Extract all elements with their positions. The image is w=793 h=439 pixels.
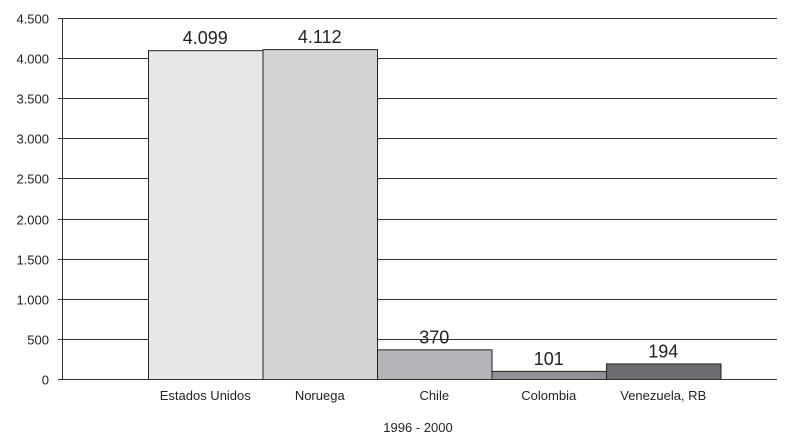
y-tick-label: 2.000 — [16, 213, 49, 228]
axes — [58, 18, 777, 380]
y-tick-label: 4.500 — [16, 12, 49, 27]
y-tick-label: 1.500 — [16, 253, 49, 268]
bar — [491, 370, 607, 380]
bars — [148, 49, 722, 381]
category-label: Estados Unidos — [160, 388, 252, 403]
bar — [377, 349, 493, 381]
bar — [262, 49, 378, 380]
y-tick-label: 2.500 — [16, 172, 49, 187]
data-label: 101 — [534, 349, 564, 369]
bar — [606, 363, 722, 381]
y-tick-label: 3.000 — [16, 132, 49, 147]
data-label: 4.099 — [183, 28, 228, 48]
category-label: Noruega — [295, 388, 346, 403]
category-label: Colombia — [521, 388, 577, 403]
y-tick-label: 4.000 — [16, 52, 49, 67]
data-label: 370 — [419, 327, 449, 347]
data-label: 194 — [648, 341, 678, 361]
data-label: 4.112 — [298, 27, 342, 47]
category-label: Venezuela, RB — [620, 388, 706, 403]
y-tick-label: 0 — [42, 373, 49, 388]
y-tick-label: 500 — [27, 333, 49, 348]
y-tick-label: 3.500 — [16, 92, 49, 107]
category-labels: Estados Unidos Noruega Chile Colombia Venezu… — [160, 388, 707, 403]
x-axis-label: 1996 - 2000 — [383, 420, 452, 435]
category-label: Chile — [419, 388, 449, 403]
y-tick-labels: 0 500 1.000 1.500 2.000 2.500 3.000 3.500 4.000 4… — [16, 12, 49, 388]
bar — [148, 50, 264, 381]
y-tick-label: 1.000 — [16, 293, 49, 308]
data-labels: 4.099 4.112 370 101 194 — [183, 27, 679, 369]
